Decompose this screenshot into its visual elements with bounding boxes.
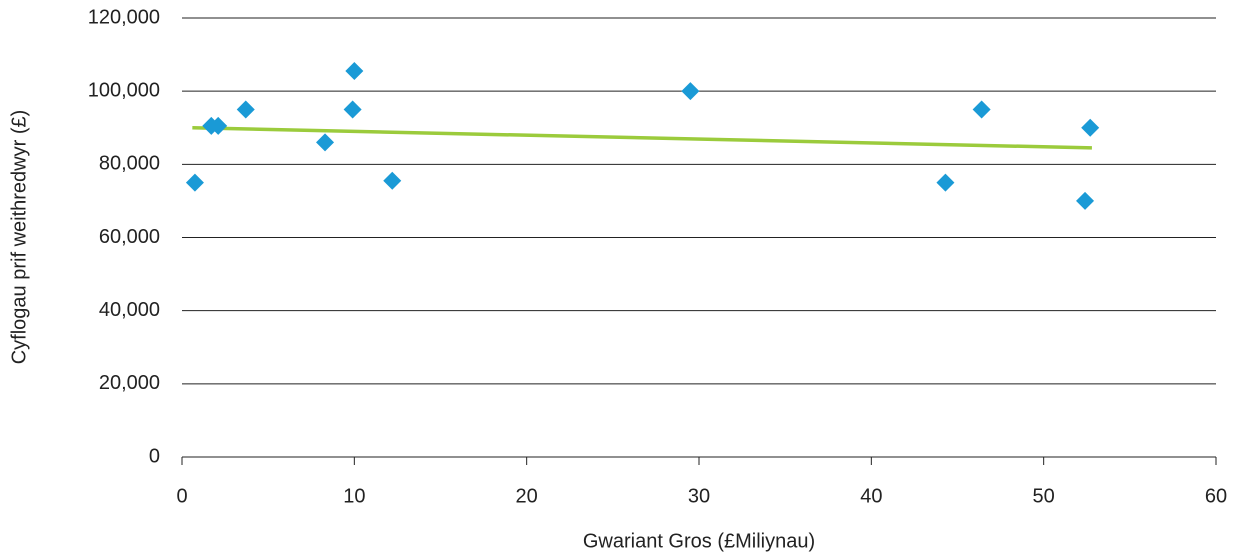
x-tick-label: 60	[1205, 485, 1227, 507]
x-tick-label: 20	[516, 485, 538, 507]
point	[316, 133, 335, 152]
point	[1076, 191, 1095, 210]
y-tick-label: 0	[149, 445, 160, 467]
point	[681, 82, 700, 101]
x-tick-label: 50	[1033, 485, 1055, 507]
point	[972, 100, 991, 119]
y-tick-label: 120,000	[88, 6, 160, 28]
point	[236, 100, 255, 119]
point	[345, 62, 364, 81]
y-tick-label: 80,000	[99, 153, 160, 175]
point	[343, 100, 362, 119]
x-tick-label: 30	[688, 485, 710, 507]
point	[936, 173, 955, 192]
y-axis-label: Cyflogau prif weithredwyr (£)	[8, 110, 30, 365]
x-axis-label: Gwariant Gros (£Miliynau)	[583, 530, 815, 552]
y-tick-label: 60,000	[99, 226, 160, 248]
point	[209, 116, 228, 135]
y-tick-label: 20,000	[99, 372, 160, 394]
y-tick-label: 40,000	[99, 299, 160, 321]
x-tick-label: 40	[860, 485, 882, 507]
point	[383, 171, 402, 190]
point	[1081, 118, 1100, 137]
point	[185, 173, 204, 192]
y-tick-label: 100,000	[88, 79, 160, 101]
x-tick-label: 0	[176, 485, 187, 507]
trendline	[192, 126, 1092, 150]
x-tick-label: 10	[343, 485, 365, 507]
